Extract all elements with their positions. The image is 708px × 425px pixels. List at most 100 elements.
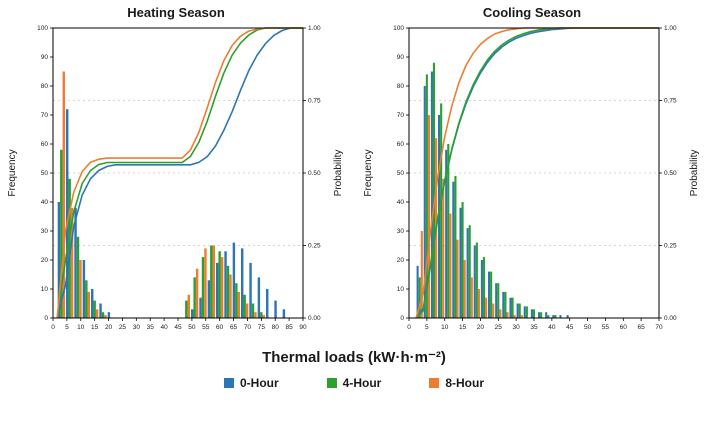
- svg-text:45: 45: [566, 324, 574, 331]
- svg-text:80: 80: [272, 324, 280, 331]
- cdf-line-8-hour: [56, 27, 303, 319]
- x-axis-title: Thermal loads (kW·h·m⁻²): [262, 349, 446, 366]
- gridlines: [53, 100, 303, 246]
- heating-chart-title: Heating Season: [127, 5, 225, 20]
- svg-text:100: 100: [37, 25, 48, 32]
- svg-text:45: 45: [174, 324, 182, 331]
- svg-text:0: 0: [400, 315, 404, 322]
- svg-text:80: 80: [41, 83, 49, 90]
- y-axis-label: Frequency: [7, 149, 18, 196]
- svg-text:50: 50: [188, 324, 196, 331]
- svg-text:85: 85: [285, 324, 293, 331]
- cdf-line-4-hour: [56, 27, 303, 319]
- svg-text:35: 35: [147, 324, 155, 331]
- svg-text:0.25: 0.25: [664, 243, 677, 250]
- svg-text:30: 30: [41, 228, 49, 235]
- svg-text:20: 20: [477, 324, 485, 331]
- svg-text:30: 30: [397, 228, 405, 235]
- y2-axis-label: Probability: [689, 150, 700, 197]
- legend-item-0-hour: 0-Hour: [223, 376, 279, 390]
- cooling-season-chart: 0 5 10 15 20 25 30 35 40 45 50 55 60 65 70 0 10 20 30 40 50 6…: [363, 25, 700, 331]
- svg-text:0.50: 0.50: [664, 170, 677, 177]
- svg-text:15: 15: [459, 324, 467, 331]
- svg-text:60: 60: [397, 141, 405, 148]
- bars-0-hour: [416, 71, 569, 318]
- svg-text:100: 100: [393, 25, 404, 32]
- figure: Heating Season 0 5 10 15 20 25 30 35 40 45 50 55 60 6…: [2, 4, 706, 390]
- y-axis-label: Frequency: [363, 149, 374, 196]
- svg-text:40: 40: [548, 324, 556, 331]
- legend-swatch-8-hour: [429, 378, 440, 388]
- legend: 0-Hour 4-Hour 8-Hour: [2, 376, 706, 390]
- svg-text:40: 40: [397, 199, 405, 206]
- svg-text:25: 25: [495, 324, 503, 331]
- svg-text:35: 35: [530, 324, 538, 331]
- svg-text:60: 60: [620, 324, 628, 331]
- svg-text:25: 25: [119, 324, 127, 331]
- bars-0-hour: [57, 109, 286, 318]
- svg-text:80: 80: [397, 83, 405, 90]
- svg-text:90: 90: [299, 324, 307, 331]
- legend-label-4-hour: 4-Hour: [342, 376, 382, 390]
- cdf-line-0-hour: [56, 27, 303, 319]
- svg-text:5: 5: [65, 324, 69, 331]
- svg-text:20: 20: [41, 257, 49, 264]
- svg-text:60: 60: [41, 141, 49, 148]
- svg-text:65: 65: [638, 324, 646, 331]
- svg-text:65: 65: [230, 324, 238, 331]
- svg-text:90: 90: [397, 54, 405, 61]
- svg-text:20: 20: [105, 324, 113, 331]
- svg-text:70: 70: [397, 112, 405, 119]
- svg-text:0.00: 0.00: [664, 315, 677, 322]
- svg-text:15: 15: [91, 324, 99, 331]
- svg-text:0.25: 0.25: [308, 243, 321, 250]
- svg-text:1.00: 1.00: [664, 25, 677, 32]
- axis-ticks: 0 5 10 15 20 25 30 35 40 45 50 55 60 65 70 75 80 85 90 0 10 2…: [37, 25, 321, 331]
- heating-chart-panel: Heating Season 0 5 10 15 20 25 30 35 40 45 50 55 60 6…: [3, 4, 349, 344]
- svg-text:0.75: 0.75: [308, 98, 321, 105]
- svg-text:0.00: 0.00: [308, 315, 321, 322]
- y2-axis-label: Probability: [333, 150, 344, 197]
- legend-label-8-hour: 8-Hour: [445, 376, 484, 390]
- heating-season-chart: 0 5 10 15 20 25 30 35 40 45 50 55 60 65 70 75 80 85 90 0 10 2…: [7, 25, 344, 331]
- svg-text:50: 50: [397, 170, 405, 177]
- svg-text:50: 50: [584, 324, 592, 331]
- svg-text:10: 10: [41, 286, 49, 293]
- bars-8-hour: [420, 115, 523, 318]
- axis-ticks: 0 5 10 15 20 25 30 35 40 45 50 55 60 65 70 0 10 20 30 40 50 6…: [393, 25, 677, 331]
- legend-item-8-hour: 8-Hour: [429, 376, 484, 390]
- cooling-chart-title: Cooling Season: [482, 5, 582, 20]
- bars-4-hour: [60, 149, 263, 318]
- svg-text:0.50: 0.50: [308, 170, 321, 177]
- charts-row: Heating Season 0 5 10 15 20 25 30 35 40 45 50 55 60 6…: [2, 4, 706, 344]
- legend-swatch-0-hour: [223, 378, 234, 388]
- svg-text:60: 60: [216, 324, 224, 331]
- bars-4-hour: [418, 62, 557, 319]
- svg-text:40: 40: [160, 324, 168, 331]
- svg-text:70: 70: [41, 112, 49, 119]
- svg-text:55: 55: [202, 324, 210, 331]
- legend-swatch-4-hour: [326, 378, 337, 388]
- svg-text:50: 50: [41, 170, 49, 177]
- legend-label-0-hour: 0-Hour: [239, 376, 279, 390]
- svg-text:70: 70: [244, 324, 252, 331]
- svg-text:10: 10: [441, 324, 449, 331]
- svg-text:75: 75: [258, 324, 266, 331]
- svg-text:10: 10: [77, 324, 85, 331]
- svg-text:0.75: 0.75: [664, 98, 677, 105]
- cooling-chart-panel: Cooling Season 0 5 10 15 20 25 30 35 40 45 50 55 60 6…: [359, 4, 705, 344]
- legend-item-4-hour: 4-Hour: [326, 376, 382, 390]
- svg-text:40: 40: [41, 199, 49, 206]
- svg-text:90: 90: [41, 54, 49, 61]
- svg-text:1.00: 1.00: [308, 25, 321, 32]
- svg-text:55: 55: [602, 324, 610, 331]
- svg-text:0: 0: [407, 324, 411, 331]
- svg-text:30: 30: [513, 324, 521, 331]
- bars-8-hour: [62, 71, 265, 318]
- svg-text:0: 0: [44, 315, 48, 322]
- svg-text:70: 70: [655, 324, 663, 331]
- svg-text:20: 20: [397, 257, 405, 264]
- svg-text:5: 5: [425, 324, 429, 331]
- svg-text:10: 10: [397, 286, 405, 293]
- svg-text:30: 30: [133, 324, 141, 331]
